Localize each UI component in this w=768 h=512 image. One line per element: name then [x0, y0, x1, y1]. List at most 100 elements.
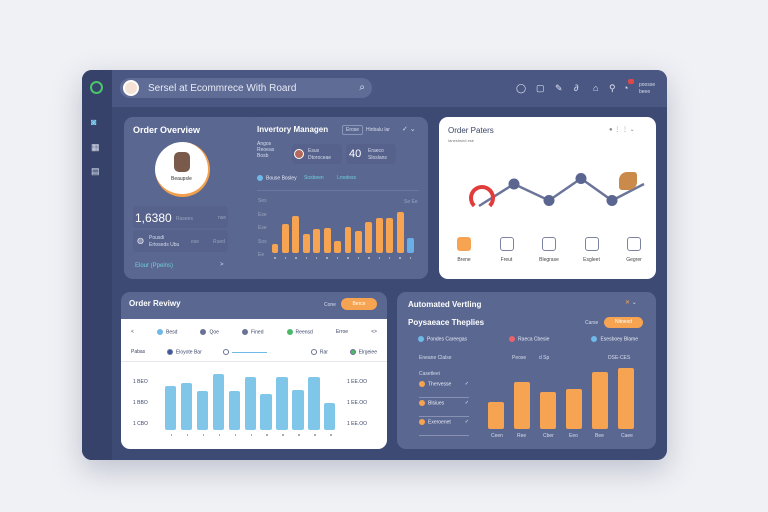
search-icon[interactable]: ⌕ — [359, 82, 365, 93]
side-item[interactable]: Exeroenet ✓ — [419, 419, 469, 436]
chart-bar[interactable] — [386, 217, 394, 253]
y-tick: Ses — [258, 198, 267, 204]
chart-bar[interactable] — [244, 376, 256, 430]
filter-chip[interactable]: Reensd — [286, 329, 313, 335]
filter-chip[interactable] — [223, 349, 268, 355]
review-button[interactable]: Berce — [341, 298, 377, 310]
inventory-badge[interactable]: Erose — [342, 125, 364, 135]
legend-item[interactable]: Bouse Bosley — [266, 175, 297, 182]
search-text[interactable]: Sersel at Ecommrece With Roard — [148, 83, 297, 94]
legend-item[interactable]: Raeca Cbesie — [509, 336, 549, 342]
chart-bar[interactable] — [281, 224, 289, 253]
action-item[interactable]: Blegrase — [534, 237, 564, 263]
filter-chip[interactable]: Qoe — [200, 329, 219, 335]
bag-icon[interactable]: ⚲ — [609, 83, 616, 93]
search-bar[interactable]: Sersel at Ecommrece With Roard ⌕ — [120, 78, 372, 98]
sub-line2: Ertoseds Ubu — [149, 242, 180, 248]
filter-chip[interactable]: <> — [371, 329, 377, 335]
filter-chip[interactable]: Elrgeiee — [349, 349, 377, 355]
filter-chip[interactable]: Fined — [241, 329, 263, 335]
filter-chip[interactable]: Eloyote Bar — [166, 349, 202, 355]
home-icon[interactable]: ⌂ — [593, 83, 599, 93]
chart-bar[interactable] — [488, 402, 504, 429]
user-name[interactable]: poosse — [639, 82, 656, 88]
avatar[interactable] — [123, 80, 139, 96]
chart-bar[interactable] — [308, 376, 320, 430]
chart-bar[interactable] — [375, 217, 383, 253]
action-item[interactable]: Gegrer — [619, 237, 649, 263]
chart-bar[interactable] — [323, 227, 331, 253]
dashboard-icon[interactable]: ◙ — [91, 117, 97, 127]
filter-chip[interactable]: Pabas — [131, 349, 145, 355]
card-title: Automated Vertling — [408, 300, 482, 309]
chart-bar[interactable] — [260, 393, 272, 430]
square-icon[interactable]: ▢ — [536, 83, 545, 93]
slider[interactable] — [232, 351, 268, 353]
chart-bar[interactable] — [540, 392, 556, 429]
chart-bar[interactable] — [271, 244, 279, 253]
path-node[interactable] — [508, 178, 520, 190]
close-icon[interactable]: ✕ ⌄ — [625, 300, 637, 306]
filter-chip[interactable]: < — [131, 329, 134, 335]
action-item[interactable]: Freut — [492, 237, 522, 263]
x-tick — [368, 257, 370, 259]
chart-bar[interactable] — [354, 231, 362, 253]
overview-link[interactable]: Elour (Ppelns) — [135, 263, 174, 269]
chart-bar[interactable] — [196, 390, 209, 430]
chart-bar[interactable] — [566, 389, 582, 429]
chart-bar[interactable] — [396, 212, 404, 253]
dot-icon — [310, 349, 317, 355]
action-item[interactable]: Esgleet — [577, 237, 607, 263]
filter-chip[interactable]: Erroe — [336, 329, 348, 335]
chart-bar[interactable] — [165, 386, 177, 430]
total-tag: nse — [218, 215, 227, 221]
stat-chip: 40 Eraeco Sloslans — [346, 144, 396, 164]
chart-bar[interactable] — [592, 371, 608, 429]
chart-bar[interactable] — [228, 390, 241, 430]
chart-bar[interactable] — [313, 228, 321, 253]
side-item[interactable]: Blsiues ✓ — [419, 400, 469, 417]
side-item[interactable]: Thervesse ✓ — [419, 381, 469, 398]
chart-bar[interactable] — [292, 215, 300, 253]
card-title: Invertory Managen — [257, 125, 329, 134]
chart-bar[interactable] — [212, 374, 225, 430]
chart-label: DSE-CES — [608, 355, 631, 361]
x-tick — [305, 257, 307, 259]
filter-chip[interactable]: Besd — [156, 329, 177, 335]
orders-icon[interactable]: ▤ — [91, 166, 100, 176]
action-item[interactable]: Brene — [449, 237, 479, 263]
chart-bar[interactable] — [365, 222, 373, 253]
filter-label[interactable]: Cone — [324, 302, 336, 308]
legend-item[interactable]: Pondes Careegas — [418, 336, 467, 342]
arrow-right-icon[interactable]: > — [220, 262, 224, 268]
legend-item[interactable]: Sosbeen — [303, 175, 324, 182]
chart-bar[interactable] — [514, 381, 530, 429]
x-tick — [378, 257, 380, 259]
chat-icon[interactable]: ◯ — [516, 83, 527, 93]
chart-bar[interactable] — [618, 367, 634, 429]
link-icon[interactable]: ∂ — [574, 83, 579, 93]
path-node[interactable] — [606, 195, 618, 206]
chart-bar[interactable] — [324, 403, 336, 430]
bell-icon[interactable]: ◔ — [623, 79, 634, 93]
dot-icon — [156, 329, 163, 335]
filter-label[interactable]: Carse — [585, 320, 599, 326]
chart-bar[interactable] — [276, 376, 288, 430]
chart-bar[interactable] — [302, 234, 310, 253]
chevron-down-icon[interactable]: ✓ ⌄ — [402, 126, 416, 133]
legend-item[interactable]: Esesboey Blame — [591, 336, 638, 342]
chart-bar[interactable] — [292, 389, 304, 430]
pen-icon[interactable]: ✎ — [555, 83, 563, 93]
chart-bar[interactable] — [180, 382, 193, 430]
path-node[interactable] — [575, 173, 587, 184]
path-node[interactable] — [543, 195, 555, 206]
filter-chip[interactable]: Rar — [310, 349, 328, 355]
dot-icon — [509, 336, 516, 342]
chart-bar[interactable] — [344, 226, 352, 253]
legend-item[interactable]: Lnodess — [337, 175, 357, 182]
chart-bar[interactable] — [334, 240, 341, 253]
automated-button[interactable]: Nitoesd — [604, 317, 643, 328]
card-menu-icon[interactable]: ● ⋮ ⋮ ⌄ — [609, 127, 635, 133]
grid-icon[interactable]: ▦ — [91, 142, 100, 152]
chart-bar[interactable] — [407, 237, 414, 253]
